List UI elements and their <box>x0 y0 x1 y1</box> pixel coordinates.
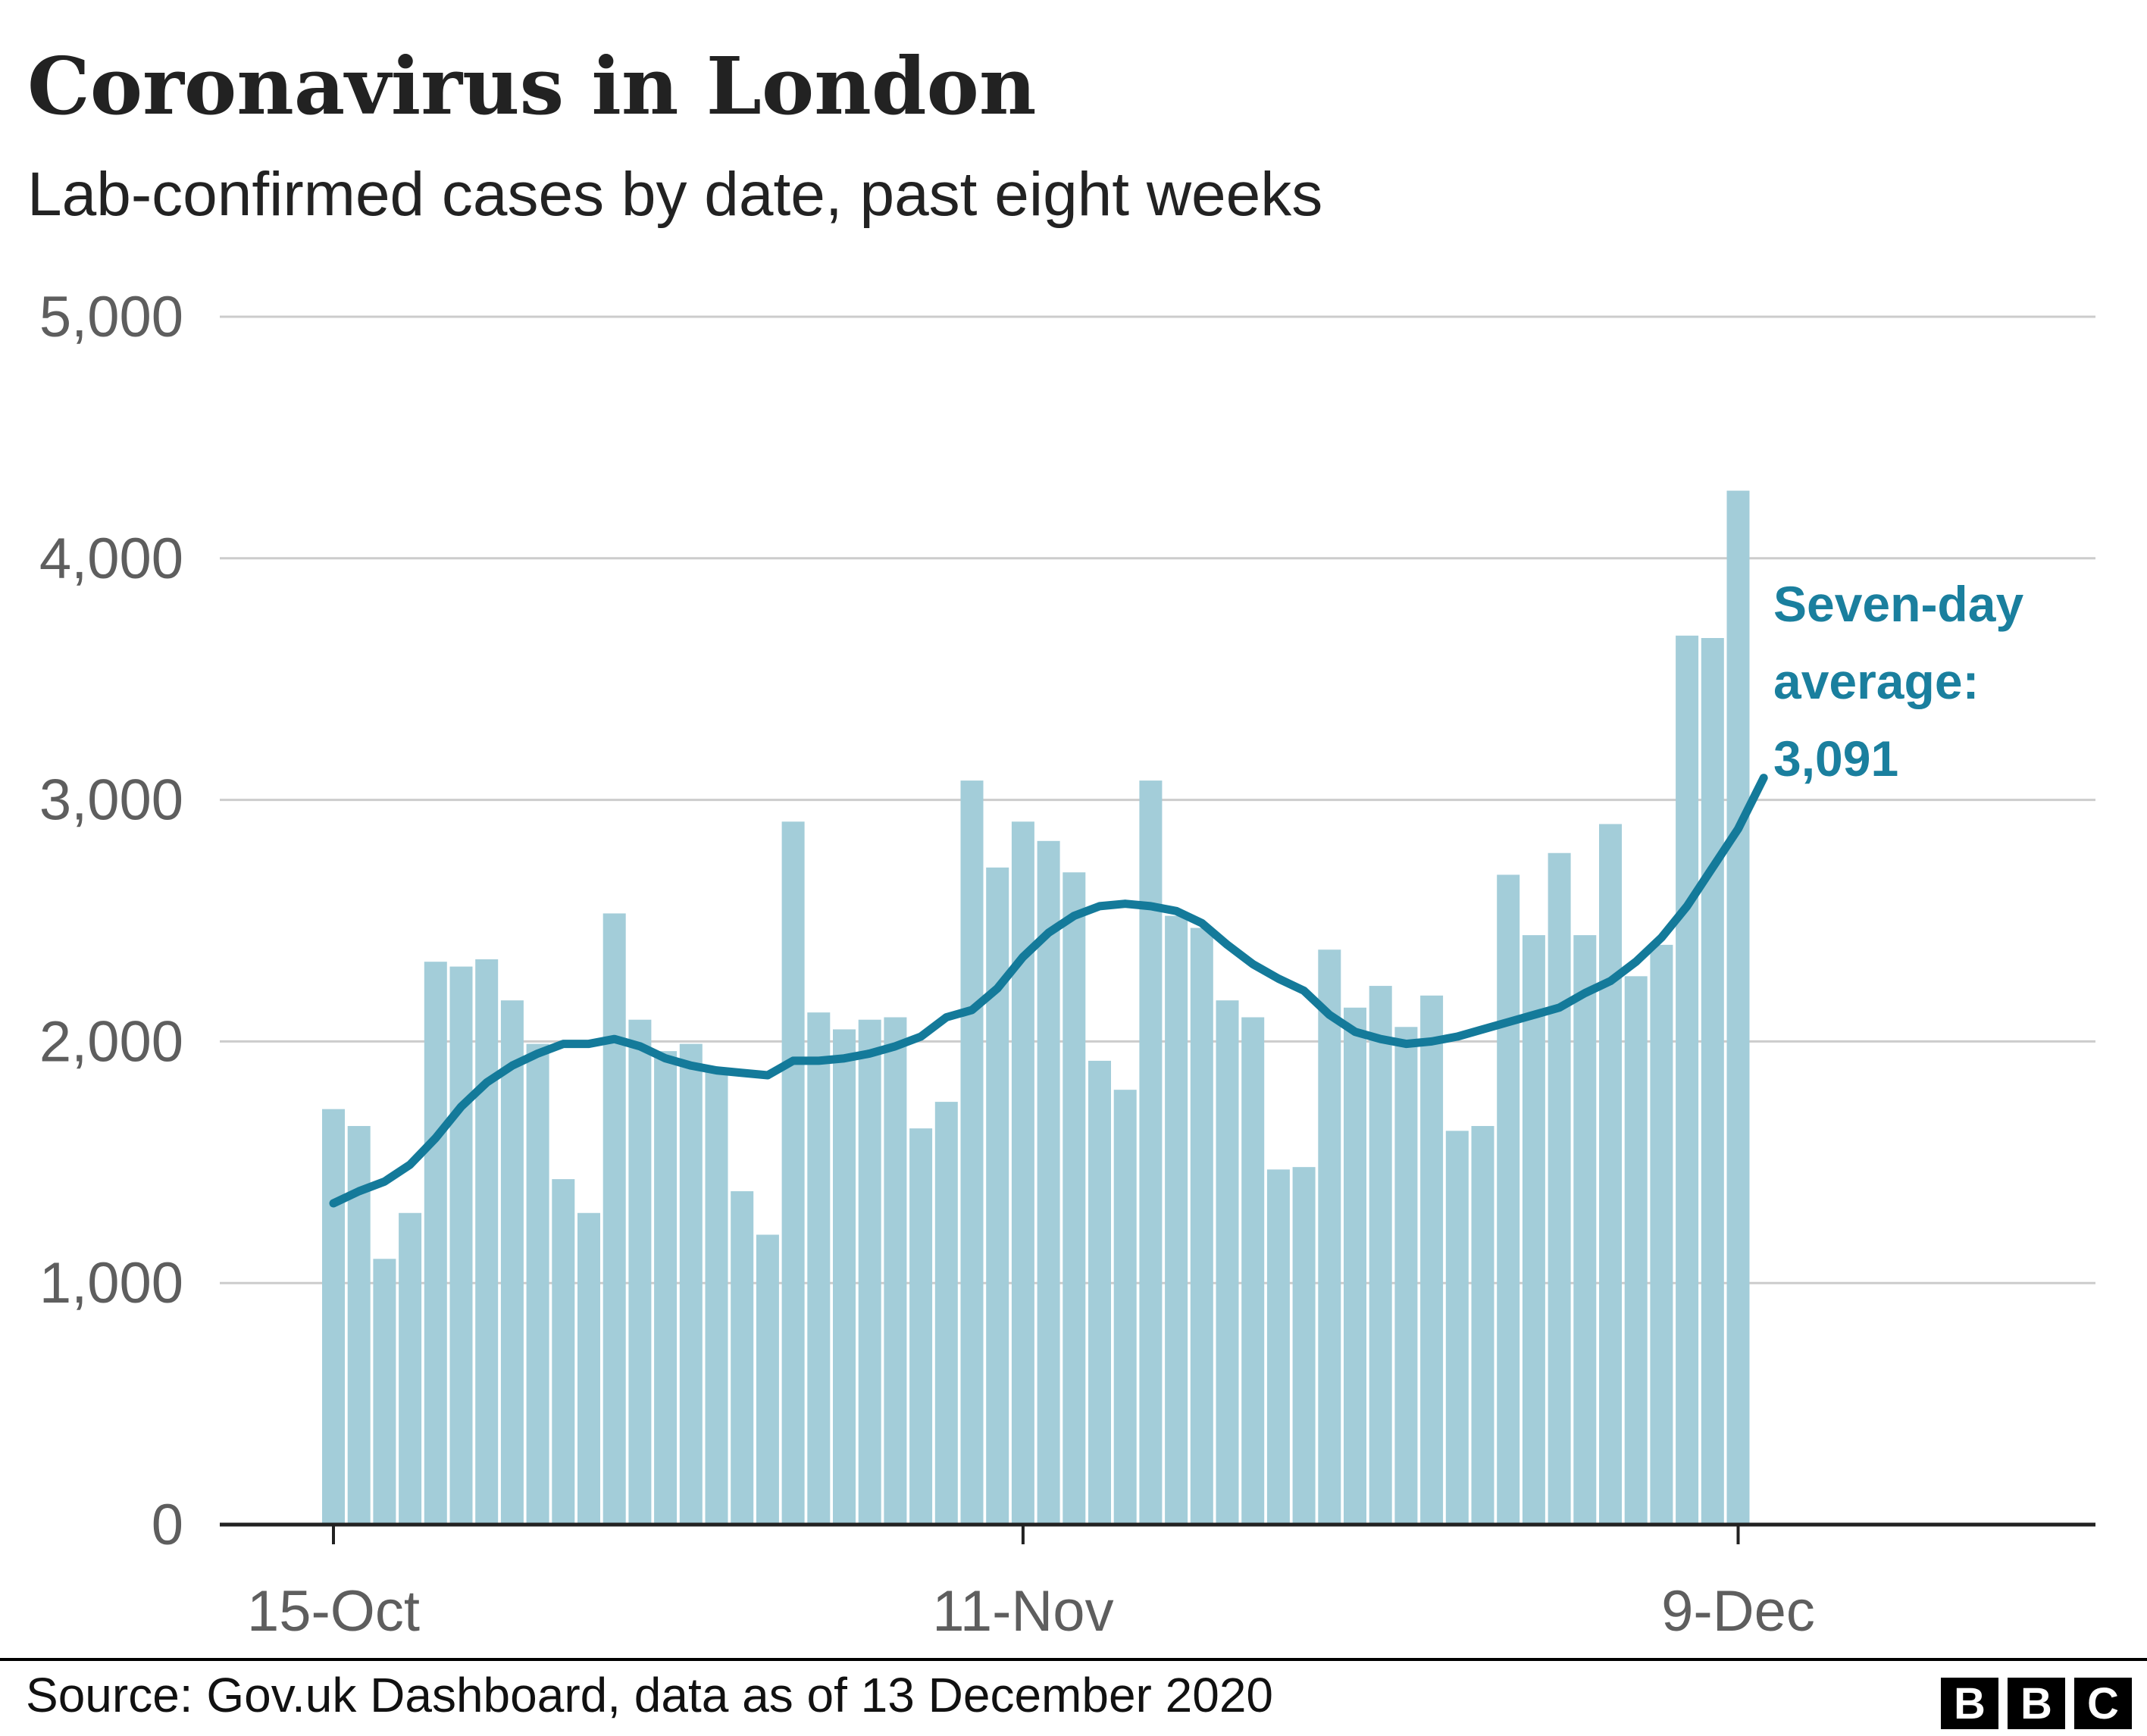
bbc-logo: B B C <box>1941 1678 2132 1729</box>
bar <box>475 959 499 1525</box>
bar <box>373 1259 396 1525</box>
y-tick-label: 5,000 <box>39 285 183 349</box>
bar <box>1445 1131 1469 1525</box>
bar <box>1266 1169 1290 1525</box>
annotation-line-2: average: <box>1773 653 1980 709</box>
bar <box>679 1043 703 1525</box>
bar <box>1573 935 1597 1525</box>
bar <box>1113 1090 1137 1525</box>
x-axis-ticks: 15-Oct 11-Nov 9-Dec <box>247 1525 1815 1644</box>
footer-divider <box>0 1658 2147 1661</box>
bar <box>500 1000 524 1525</box>
bar <box>1011 821 1034 1525</box>
bar <box>833 1029 856 1525</box>
bar <box>1497 874 1520 1525</box>
bar <box>1241 1017 1265 1525</box>
bar <box>1190 927 1213 1525</box>
bar <box>986 867 1009 1525</box>
bar <box>1063 872 1086 1525</box>
chart-title: Coronavirus in London <box>27 39 1037 133</box>
bar-line-chart: 0 1,000 2,000 3,000 4,000 5,000 15-Oct 11-Nov 9… <box>39 285 2095 1644</box>
bar <box>884 1017 907 1525</box>
bar <box>731 1191 754 1525</box>
bar <box>449 966 473 1525</box>
bar <box>1701 638 1724 1525</box>
bar <box>1624 976 1648 1525</box>
bar <box>1088 1060 1111 1525</box>
bar <box>1522 935 1545 1525</box>
y-tick-label: 4,000 <box>39 527 183 591</box>
source-note: Source: Gov.uk Dashboard, data as of 13 … <box>26 1668 1273 1722</box>
bar <box>424 962 447 1525</box>
chart-subtitle: Lab-confirmed cases by date, past eight … <box>27 160 1323 229</box>
bar <box>756 1234 779 1525</box>
y-tick-label: 2,000 <box>39 1009 183 1074</box>
annotation-line-1: Seven-day <box>1773 576 2023 632</box>
x-tick-label: 15-Oct <box>247 1579 420 1644</box>
annotation-line-3: 3,091 <box>1773 730 1898 787</box>
bar <box>654 1051 678 1525</box>
bar-series <box>322 490 1750 1525</box>
bar <box>1139 780 1163 1525</box>
bar <box>1676 635 1699 1525</box>
bar <box>934 1102 958 1525</box>
bar <box>1216 1000 1239 1525</box>
x-tick-label: 11-Nov <box>932 1579 1113 1644</box>
bar <box>781 821 805 1525</box>
x-tick-label: 9-Dec <box>1661 1579 1815 1644</box>
seven-day-average-line <box>329 774 1768 1208</box>
bar <box>807 1012 831 1525</box>
bbc-logo-letter-3: C <box>2074 1678 2132 1729</box>
average-line-series <box>329 774 1768 1208</box>
bbc-logo-letter-2: B <box>2008 1678 2065 1729</box>
bar <box>1548 852 1571 1525</box>
y-tick-label: 1,000 <box>39 1251 183 1315</box>
bar <box>1650 944 1673 1525</box>
bar <box>1726 490 1750 1525</box>
bar <box>1037 840 1060 1525</box>
bar <box>526 1043 549 1525</box>
bar <box>1165 915 1188 1525</box>
bar <box>960 780 984 1525</box>
bar <box>628 1019 652 1525</box>
bbc-logo-letter-1: B <box>1941 1678 1998 1729</box>
bar <box>1420 995 1444 1525</box>
bar <box>909 1128 933 1525</box>
bar <box>399 1212 422 1525</box>
bar <box>1344 1007 1366 1525</box>
bar <box>577 1212 600 1525</box>
bar <box>1369 986 1392 1525</box>
bar <box>1318 949 1341 1525</box>
bar <box>322 1109 345 1525</box>
bar <box>552 1179 575 1525</box>
y-axis-ticks: 0 1,000 2,000 3,000 4,000 5,000 <box>39 285 183 1557</box>
bar <box>705 1068 728 1525</box>
y-tick-label: 3,000 <box>39 768 183 833</box>
average-annotation: Seven-day average: 3,091 <box>1773 576 2023 787</box>
bar <box>858 1019 881 1525</box>
y-tick-label: 0 <box>152 1493 183 1557</box>
bar <box>1292 1167 1316 1525</box>
bar <box>1394 1027 1418 1525</box>
bar <box>602 913 626 1525</box>
bar <box>1599 824 1622 1525</box>
bar <box>1471 1125 1494 1525</box>
